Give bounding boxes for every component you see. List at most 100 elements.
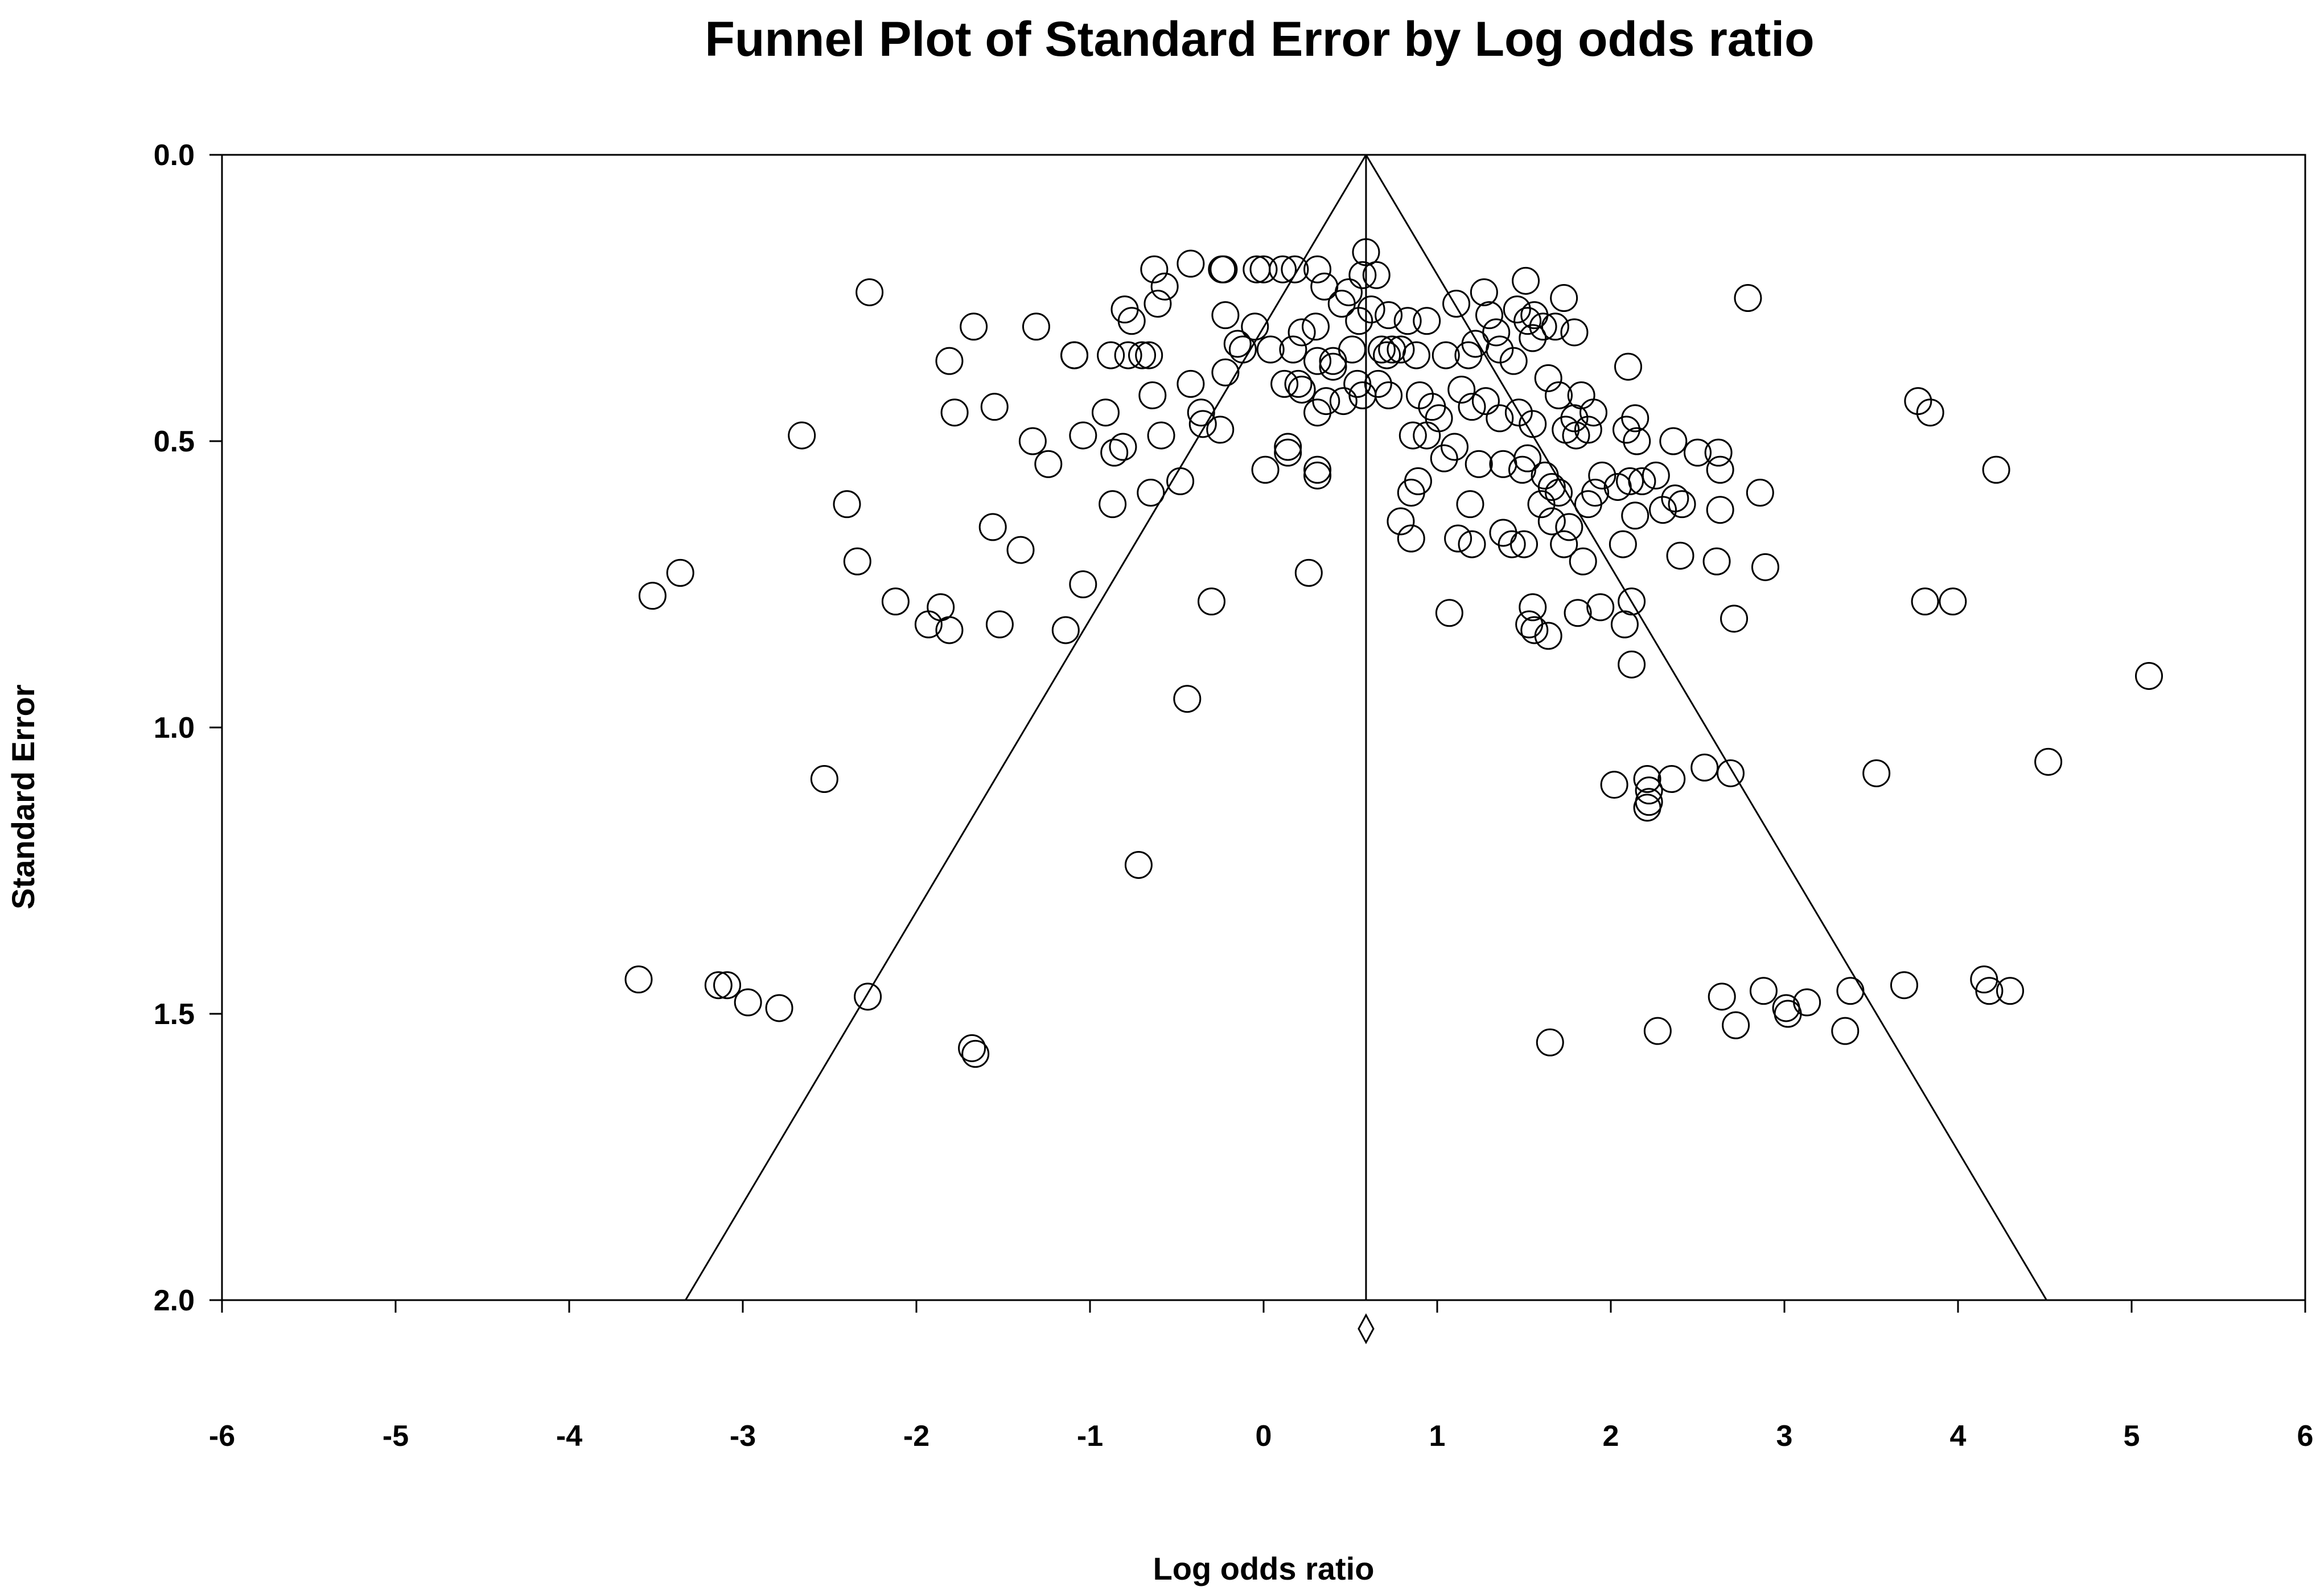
study-point bbox=[1147, 421, 1175, 450]
x-tick-label: 2 bbox=[1603, 1420, 1619, 1453]
study-point bbox=[1319, 352, 1347, 381]
study-point bbox=[1510, 530, 1538, 558]
study-point bbox=[1432, 341, 1460, 369]
study-point bbox=[1890, 971, 1918, 1000]
study-point bbox=[1581, 479, 1610, 507]
study-point bbox=[1211, 301, 1240, 330]
study-point bbox=[1228, 335, 1257, 364]
study-point bbox=[1188, 410, 1217, 438]
study-point bbox=[810, 765, 838, 794]
study-point bbox=[1319, 347, 1347, 375]
study-point bbox=[1060, 341, 1089, 369]
study-point bbox=[1310, 272, 1339, 301]
study-point bbox=[1659, 427, 1688, 455]
study-point bbox=[1177, 369, 1205, 398]
study-point bbox=[1413, 307, 1441, 335]
study-point bbox=[1520, 616, 1549, 644]
study-point bbox=[1413, 421, 1441, 450]
study-point bbox=[1345, 307, 1373, 335]
study-point bbox=[2034, 747, 2063, 776]
study-point bbox=[788, 421, 816, 450]
y-axis-label: Standard Error bbox=[5, 684, 41, 909]
study-point bbox=[1537, 472, 1566, 501]
study-point bbox=[1435, 599, 1463, 627]
study-point bbox=[1580, 398, 1607, 427]
study-point bbox=[1550, 530, 1578, 558]
study-point bbox=[1256, 335, 1285, 364]
study-point bbox=[1303, 398, 1332, 427]
study-point bbox=[1499, 347, 1528, 375]
study-point bbox=[1623, 427, 1651, 455]
study-point bbox=[961, 1039, 990, 1068]
study-point bbox=[1302, 313, 1330, 341]
study-point bbox=[1534, 622, 1562, 650]
study-point bbox=[1486, 404, 1514, 433]
study-point bbox=[1373, 341, 1401, 369]
study-point bbox=[1069, 570, 1097, 598]
study-point bbox=[1375, 381, 1403, 410]
study-point bbox=[1243, 255, 1271, 283]
study-point bbox=[1137, 479, 1165, 507]
study-point bbox=[1465, 450, 1493, 478]
study-point bbox=[1706, 496, 1734, 524]
study-point bbox=[1069, 421, 1097, 450]
x-axis-label: Log odds ratio bbox=[1153, 1551, 1375, 1586]
study-point bbox=[1251, 455, 1280, 484]
study-point bbox=[1633, 765, 1661, 794]
study-point bbox=[734, 988, 762, 1017]
study-point bbox=[1519, 410, 1547, 438]
study-point bbox=[1512, 266, 1540, 295]
study-point bbox=[978, 513, 1007, 541]
study-point bbox=[1486, 335, 1514, 364]
study-point bbox=[1537, 507, 1566, 536]
study-point bbox=[1114, 341, 1142, 369]
study-point bbox=[1327, 290, 1356, 318]
study-point bbox=[1470, 278, 1498, 306]
study-point bbox=[1456, 490, 1484, 519]
study-point bbox=[958, 1034, 986, 1062]
study-point bbox=[1831, 1017, 1860, 1045]
study-point bbox=[1281, 255, 1309, 283]
study-point bbox=[765, 994, 793, 1022]
study-point bbox=[1173, 685, 1202, 713]
study-point bbox=[1635, 788, 1663, 816]
study-point bbox=[1348, 261, 1377, 289]
study-point bbox=[1482, 318, 1511, 347]
study-point bbox=[1018, 427, 1047, 455]
study-point bbox=[881, 587, 910, 616]
study-point bbox=[1702, 547, 1731, 575]
study-point bbox=[1022, 313, 1050, 341]
study-point bbox=[1588, 461, 1616, 490]
study-point bbox=[1274, 433, 1302, 461]
study-point bbox=[1284, 369, 1313, 398]
y-axis-ticks: 0.0 0.5 1.0 1.5 2.0 bbox=[154, 139, 222, 1317]
study-point bbox=[1569, 547, 1597, 575]
x-tick-label: 3 bbox=[1776, 1420, 1793, 1453]
study-point bbox=[1442, 290, 1471, 318]
study-point bbox=[1716, 759, 1745, 787]
study-point bbox=[1387, 335, 1415, 364]
study-point bbox=[1206, 416, 1235, 444]
study-point bbox=[1504, 398, 1533, 427]
study-point bbox=[1279, 335, 1307, 364]
study-point bbox=[1124, 850, 1153, 879]
study-point bbox=[1458, 530, 1486, 558]
study-point bbox=[1352, 238, 1380, 266]
study-point bbox=[1447, 375, 1476, 404]
study-point bbox=[1642, 461, 1670, 490]
study-point bbox=[1288, 318, 1316, 347]
x-axis-ticks: -6 -5 -4 -3 -2 -1 0 1 2 3 4 5 6 bbox=[209, 1300, 2313, 1453]
study-point bbox=[1911, 587, 1939, 616]
study-point bbox=[1367, 335, 1396, 364]
study-point bbox=[980, 393, 1009, 421]
study-point bbox=[1100, 438, 1129, 467]
study-point bbox=[1140, 255, 1169, 283]
study-point bbox=[1303, 347, 1332, 375]
study-point bbox=[1338, 335, 1367, 364]
study-point bbox=[1836, 977, 1865, 1005]
study-point bbox=[1471, 387, 1500, 416]
study-point bbox=[1441, 433, 1469, 461]
study-point bbox=[1444, 524, 1472, 553]
study-point bbox=[960, 313, 988, 341]
